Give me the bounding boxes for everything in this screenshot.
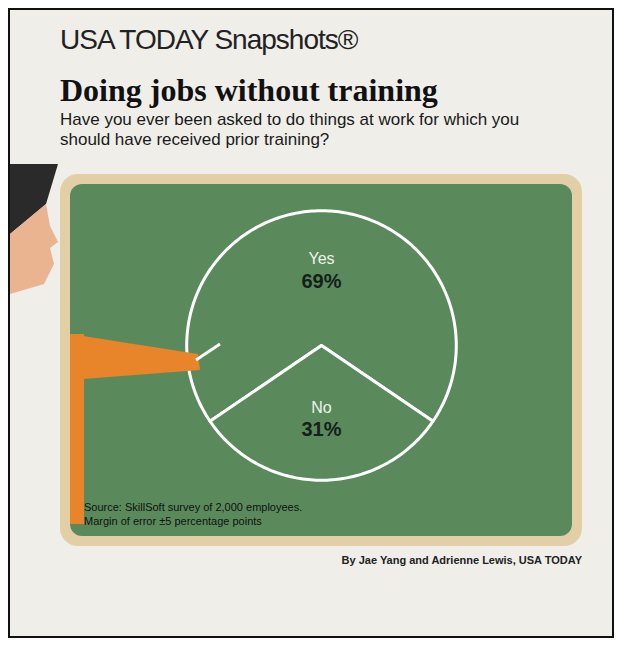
html-text:By Jae Yang and Adrienne Lewis: By Jae Yang and Adrienne Lewis, USA TODA… [341,554,582,566]
svg-text:31%: 31% [301,418,341,440]
svg-text:Yes: Yes [308,250,334,267]
html-text:Source: SkillSoft survey of 2,: Source: SkillSoft survey of 2,000 employ… [84,501,303,513]
svg-text:69%: 69% [301,270,341,292]
html-text:Margin of error ±5 percentage: Margin of error ±5 percentage points [84,515,262,527]
svg-text:No: No [311,399,332,416]
html-text:Have you ever been asked to do: Have you ever been asked to do things at… [60,110,520,149]
html-text:USA TODAY Snapshots®: USA TODAY Snapshots® [60,24,358,55]
html-text:Doing jobs without training: Doing jobs without training [60,72,438,108]
